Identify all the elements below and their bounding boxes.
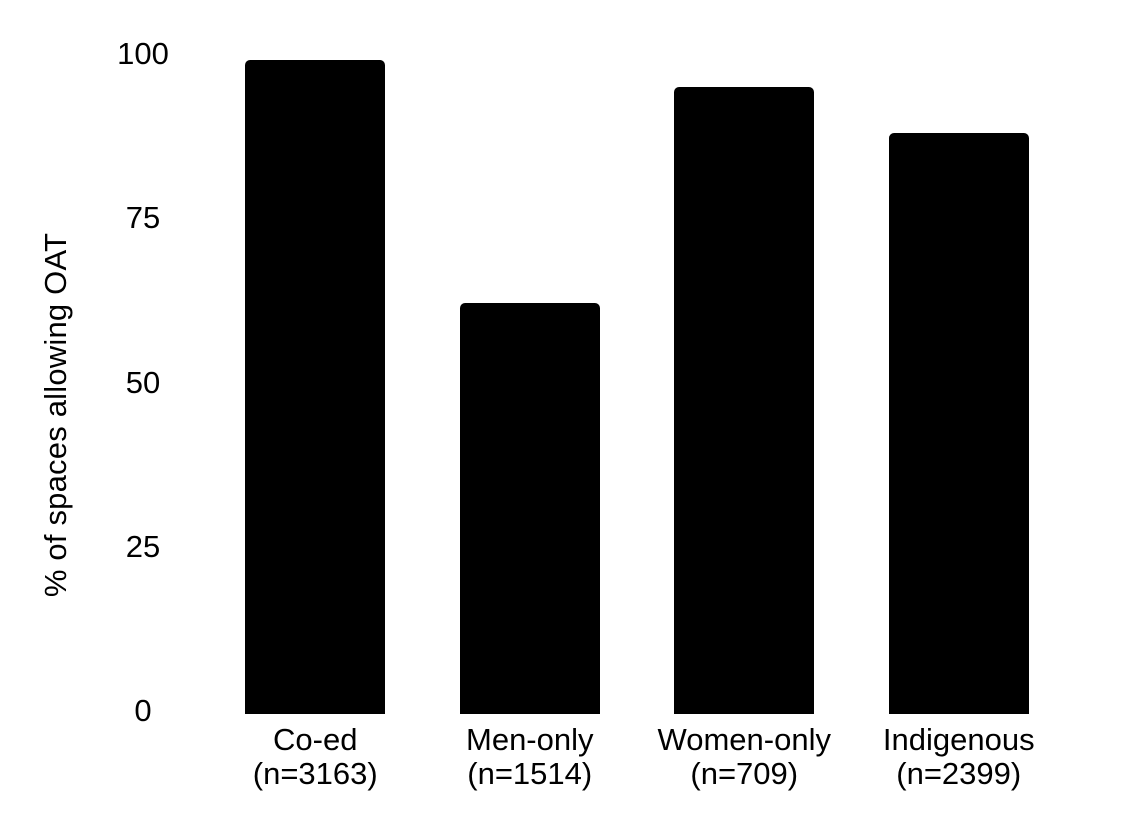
x-category-label-line: Women-only (657, 722, 831, 757)
y-axis-title: % of spaces allowing OAT (38, 232, 73, 598)
x-axis-labels: Co-ed (n=3163) Men-only (n=1514) Women-only… (208, 723, 1066, 791)
x-category-label-line: (n=2399) (896, 756, 1022, 791)
bar-slot (423, 57, 638, 714)
bar-co-ed-n-3163 (245, 60, 386, 714)
x-category-label-line: Indigenous (882, 722, 1035, 757)
x-category-label: Co-ed (n=3163) (208, 723, 423, 791)
y-tick-label: 25 (125, 528, 161, 564)
x-category-label: Men-only (n=1514) (423, 723, 638, 791)
x-category-label-line: Co-ed (n=3163) (252, 722, 378, 791)
x-category-label-line: Men-only (466, 722, 594, 757)
bar-men-only (459, 303, 600, 714)
bar-slot (637, 57, 852, 714)
x-category-label-line: (n=709) (690, 756, 799, 791)
bar-indigenous (888, 132, 1029, 714)
y-tick-label: 50 (125, 364, 161, 400)
bar-slot (852, 57, 1067, 714)
x-category-label-line: (n=1514) (467, 756, 593, 791)
bar-women-only (674, 86, 815, 714)
bar-slot (208, 57, 423, 714)
plot-area (208, 57, 1066, 714)
x-category-label: Indigenous (n=2399) (852, 723, 1067, 791)
x-category-label: Women-only (n=709) (637, 723, 852, 791)
y-tick-label: 0 (134, 693, 152, 728)
y-tick-label: 75 (125, 200, 161, 236)
y-tick-label: 100 (117, 36, 169, 71)
